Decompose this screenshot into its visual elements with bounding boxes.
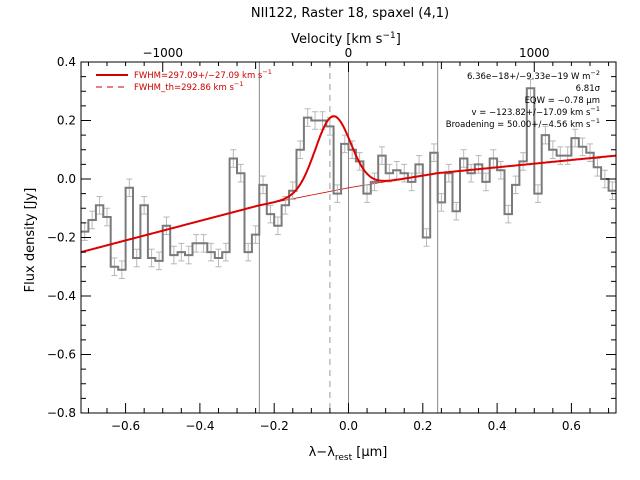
top-tick-label: 0: [345, 46, 353, 60]
annotation-velocity: v = −123.82+/−17.09 km s−1: [472, 105, 601, 118]
spectrum-layer: [81, 87, 616, 271]
x-tick-label: −0.2: [260, 419, 289, 433]
annotation-flux: 6.36e−18+/−9.33e−19 W m−2: [467, 69, 600, 82]
gaussian-fit-line: [80, 115, 617, 254]
top-axis-label: Velocity [km s−1]: [291, 31, 401, 47]
legend-entry-fwhm: FWHM=297.09+/−27.09 km s−1: [134, 68, 272, 81]
annotation-eqw: EQW = −0.78 μm: [525, 96, 600, 106]
axis-ticks: [81, 61, 616, 414]
x-tick-label: −0.6: [111, 419, 140, 433]
annotation-broadening: Broadening = 50.00+/−4.56 km s−1: [446, 117, 600, 130]
x-tick-label: 0.4: [488, 419, 507, 433]
x-tick-label: 0.2: [413, 419, 432, 433]
chart-title: NII122, Raster 18, spaxel (4,1): [251, 6, 449, 21]
y-tick-label: 0.4: [57, 55, 76, 69]
tick-labels: −0.6 −0.4 −0.2 0.0 0.2 0.4 0.6 −0.8 −0.6 −0.4 −0.2…: [47, 46, 581, 433]
y-tick-label: −0.4: [47, 289, 76, 303]
x-tick-label: −0.4: [185, 419, 214, 433]
y-tick-label: −0.8: [47, 406, 76, 420]
spectrum-histogram: [81, 87, 616, 271]
x-axis-label: λ−λrest [μm]: [309, 445, 388, 463]
legend: FWHM=297.09+/−27.09 km s−1 FWHM_th=292.8…: [96, 68, 272, 93]
fit-layer: [80, 115, 617, 254]
y-tick-label: 0.2: [57, 114, 76, 128]
y-tick-label: −0.2: [47, 231, 76, 245]
y-tick-label: 0.0: [57, 172, 76, 186]
x-tick-label: 0.6: [562, 419, 581, 433]
fit-annotations: 6.36e−18+/−9.33e−19 W m−2 6.81σ EQW = −0…: [446, 69, 601, 130]
x-tick-label: 0.0: [339, 419, 358, 433]
top-tick-label: 1000: [519, 46, 550, 60]
annotation-sigma: 6.81σ: [576, 84, 601, 94]
legend-entry-fwhm-th: FWHM_th=292.86 km s−1: [134, 80, 243, 93]
top-tick-label: −1000: [142, 46, 183, 60]
y-axis-label: Flux density [Jy]: [23, 188, 38, 293]
y-tick-label: −0.6: [47, 348, 76, 362]
reference-lines: [258, 62, 439, 413]
